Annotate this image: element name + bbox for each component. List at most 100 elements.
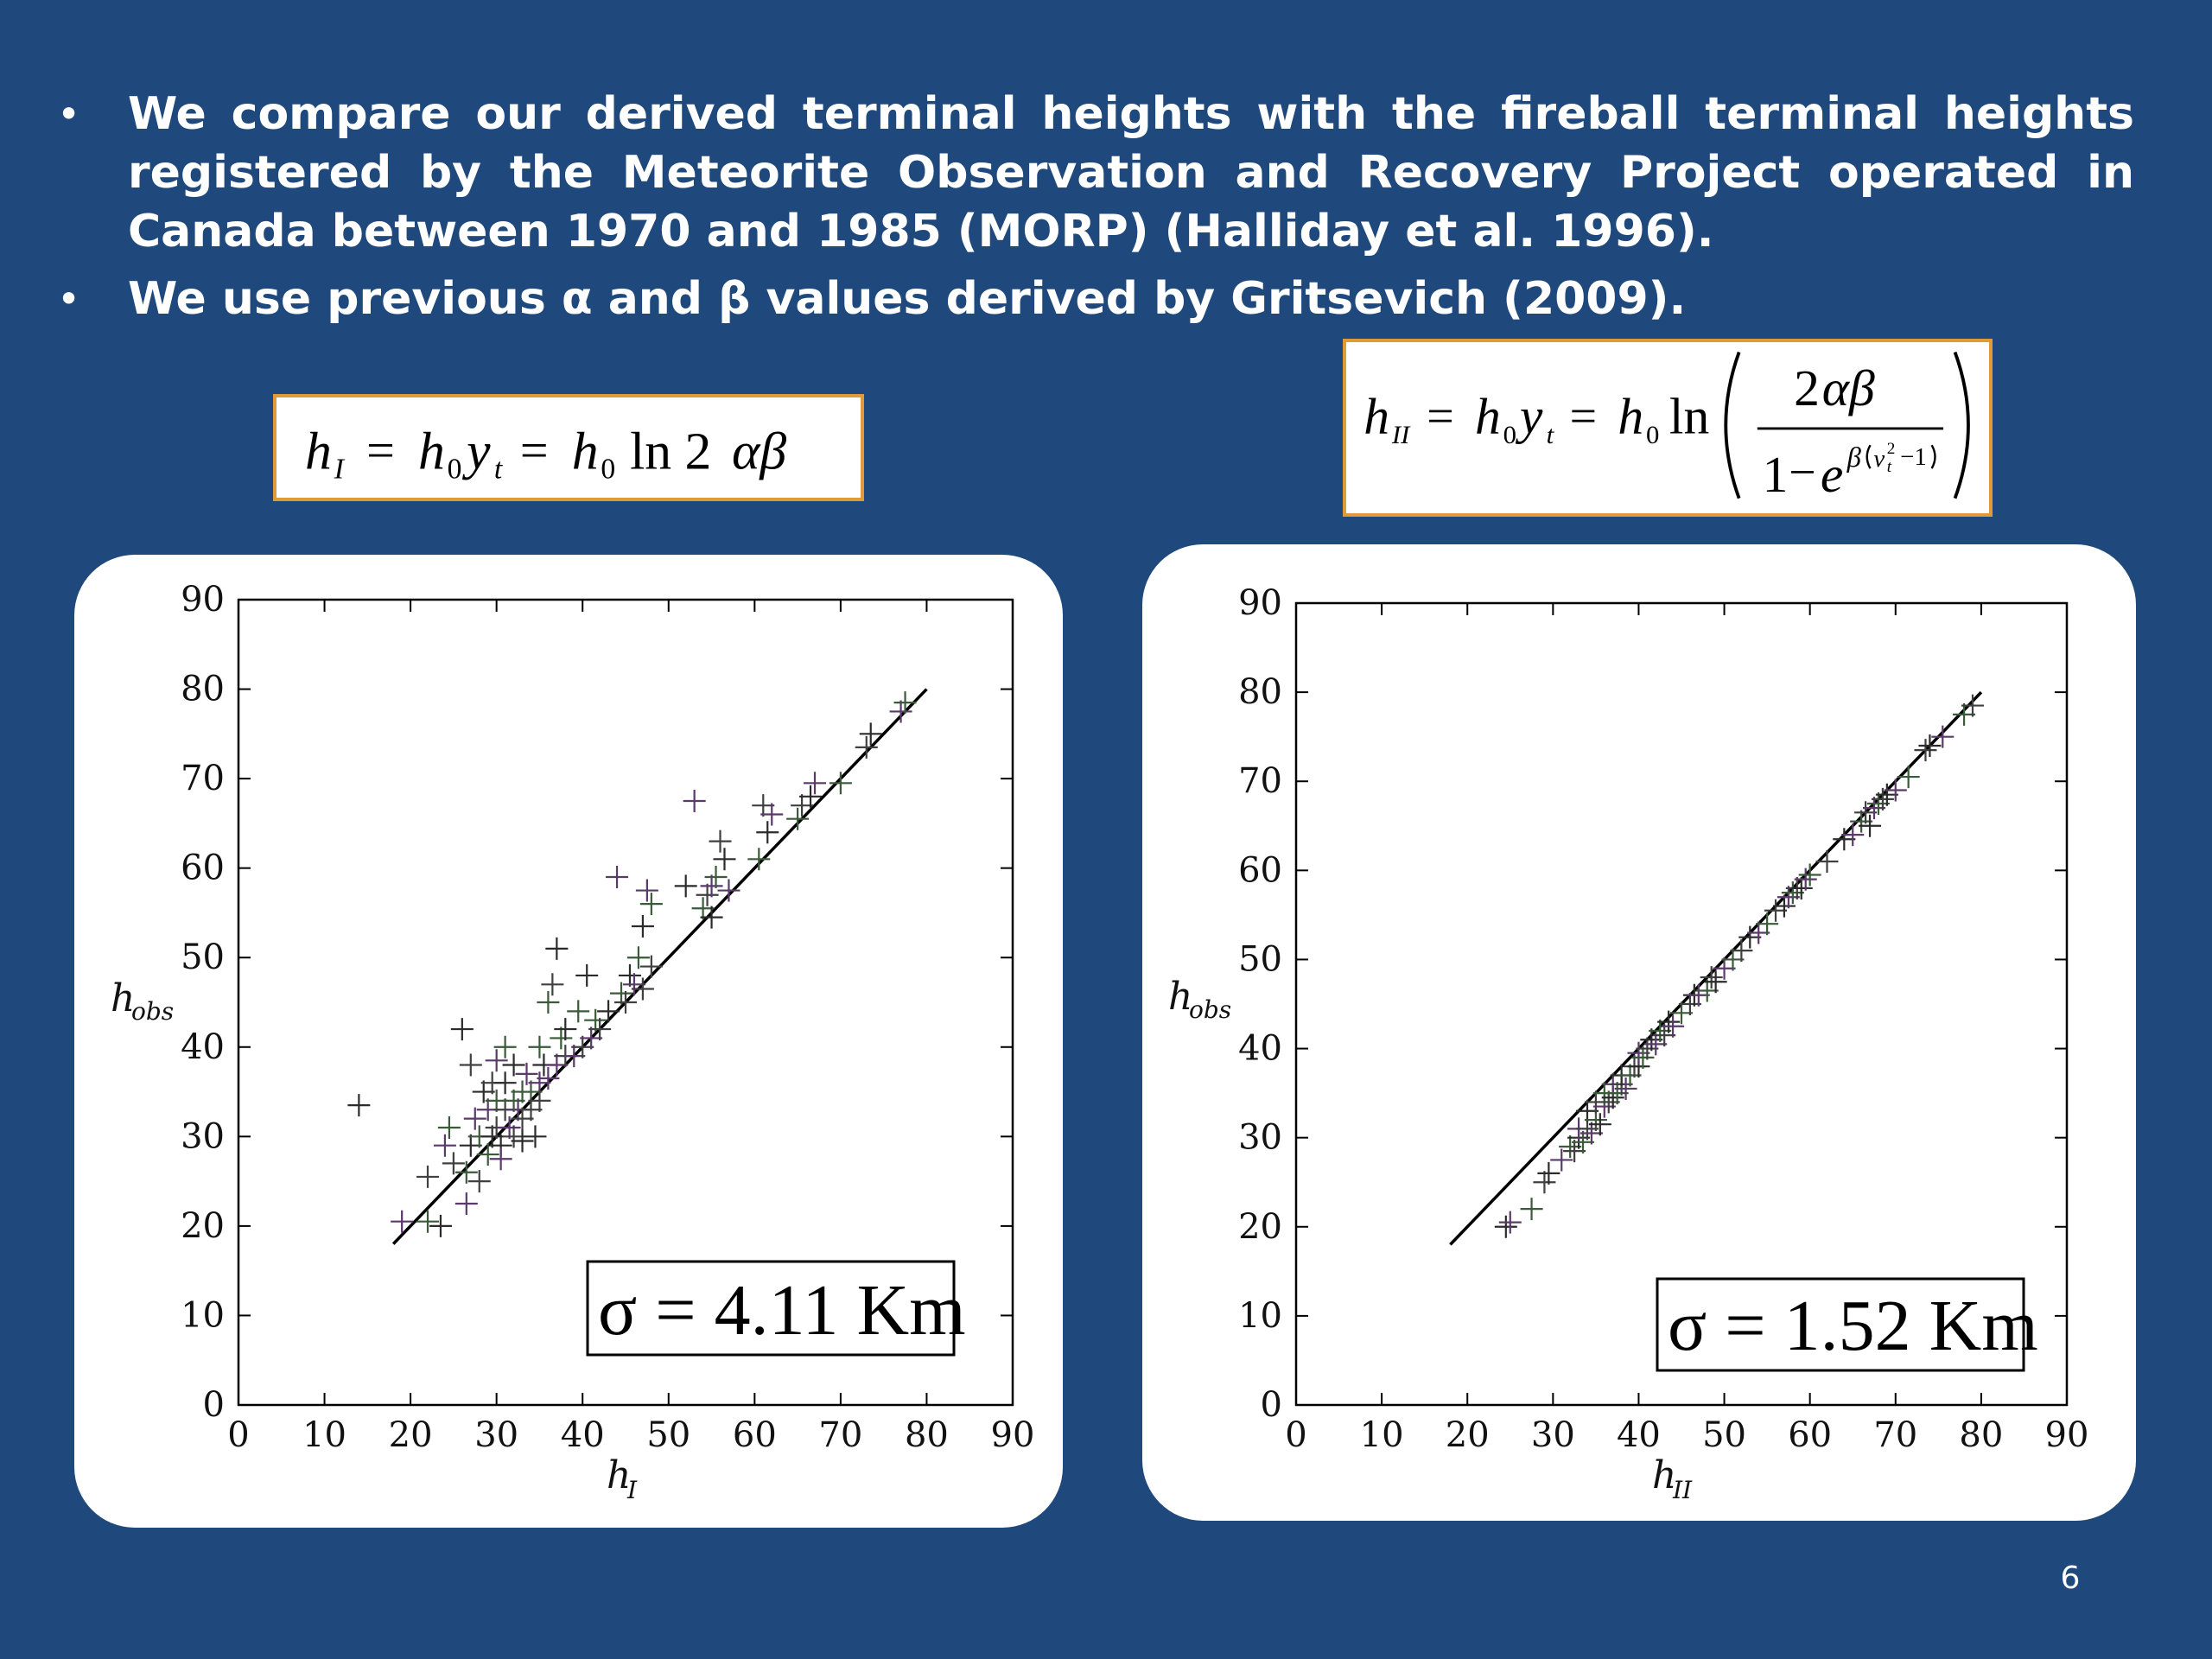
data-point-marker: [1866, 792, 1890, 815]
data-point-marker: [1678, 993, 1701, 1015]
svg-text:h: h: [1475, 388, 1501, 445]
data-point-marker: [760, 803, 784, 826]
data-point-marker: [1850, 810, 1873, 833]
y-tick-label: 70: [1238, 761, 1282, 801]
data-point-marker: [1670, 1001, 1693, 1025]
data-point-marker: [528, 1035, 551, 1058]
data-point-marker: [1700, 966, 1723, 989]
svg-text:I: I: [334, 454, 346, 486]
svg-text:h: h: [1618, 388, 1643, 445]
formula-h-i: h I = h 0 y t = h 0 ln 2 αβ: [273, 394, 864, 501]
y-tick-label: 90: [1238, 583, 1282, 623]
data-point-marker: [454, 1192, 478, 1215]
svg-text:e: e: [1821, 446, 1843, 503]
data-point-marker: [631, 977, 654, 1001]
data-point-marker: [545, 1053, 569, 1077]
bullet-list: • We compare our derived terminal height…: [52, 85, 2134, 337]
data-point-marker: [618, 963, 641, 987]
bullet-symbol: •: [57, 91, 81, 137]
data-point-marker: [502, 1125, 525, 1148]
data-point-marker: [614, 991, 637, 1014]
y-tick-label: 50: [1238, 939, 1282, 979]
data-point-marker: [1695, 979, 1719, 1002]
x-tick-label: 0: [227, 1415, 249, 1455]
x-tick-label: 10: [1360, 1415, 1404, 1455]
data-point-marker: [1747, 921, 1770, 944]
data-point-marker: [1859, 814, 1882, 837]
data-point-marker: [1777, 886, 1800, 909]
data-point-marker: [747, 848, 771, 871]
data-point-marker: [416, 1210, 440, 1233]
data-point-marker: [1884, 779, 1907, 802]
formula-h-i-graphic: h I = h 0 y t = h 0 ln 2 αβ: [305, 422, 786, 486]
data-point-marker: [563, 1045, 586, 1068]
data-point-marker: [1597, 1090, 1620, 1114]
svg-text:y: y: [461, 422, 491, 480]
svg-text:=: =: [520, 422, 549, 478]
data-point-marker: [626, 946, 650, 969]
data-point-marker: [1563, 1140, 1586, 1163]
data-point-marker: [799, 785, 823, 808]
svg-text:2: 2: [1794, 359, 1820, 416]
bullet-item: • We compare our derived terminal height…: [52, 85, 2134, 261]
data-point-marker: [1897, 766, 1920, 789]
data-point-marker: [1649, 1019, 1672, 1042]
y-tick-label: 30: [1238, 1118, 1282, 1158]
y-tick-label: 30: [181, 1116, 225, 1156]
data-point-marker: [622, 973, 645, 996]
data-point-marker: [493, 1035, 517, 1058]
x-tick-label: 70: [1873, 1415, 1917, 1455]
data-point-marker: [1798, 863, 1821, 887]
svg-text:0: 0: [1503, 420, 1516, 449]
data-point-marker: [1640, 1028, 1663, 1052]
data-point-marker: [1614, 1077, 1637, 1100]
y-tick-label: 20: [181, 1206, 225, 1246]
bullet-text: We compare our derived terminal heights …: [128, 88, 2134, 257]
page-number: 6: [2060, 1560, 2081, 1596]
y-tick-label: 0: [203, 1385, 225, 1425]
data-point-marker: [545, 937, 569, 960]
data-point-marker: [437, 1116, 461, 1139]
data-point-marker: [524, 1125, 547, 1148]
data-point-marker: [588, 1018, 612, 1041]
data-point-marker: [1756, 912, 1779, 936]
data-point-marker: [537, 991, 560, 1014]
data-point-marker: [1520, 1198, 1543, 1221]
data-point-marker: [635, 879, 658, 902]
data-point-marker: [889, 700, 912, 723]
svg-text:h: h: [1363, 388, 1389, 445]
data-point-marker: [713, 848, 736, 871]
y-tick-label: 90: [181, 580, 225, 620]
x-tick-label: 30: [474, 1415, 518, 1455]
y-tick-label: 80: [181, 670, 225, 709]
x-tick-label: 50: [646, 1415, 690, 1455]
data-point-marker: [1657, 1010, 1681, 1033]
y-tick-label: 10: [1238, 1296, 1282, 1336]
data-point-marker: [1631, 1046, 1655, 1069]
svg-text:0: 0: [448, 454, 462, 486]
data-point-marker: [700, 874, 723, 898]
svg-text:−: −: [1789, 446, 1815, 499]
data-point-marker: [1789, 876, 1813, 899]
data-point-marker: [1721, 948, 1745, 971]
data-point-marker: [519, 1098, 543, 1122]
svg-text:=: =: [366, 422, 395, 478]
data-point-marker: [1854, 801, 1878, 824]
data-point-marker: [1533, 1171, 1556, 1194]
data-point-marker: [391, 1210, 414, 1233]
svg-text:αβ: αβ: [732, 422, 786, 480]
data-point-marker: [502, 1053, 525, 1077]
x-tick-label: 60: [733, 1415, 777, 1455]
x-tick-label: 20: [389, 1415, 433, 1455]
data-point-marker: [1730, 939, 1753, 963]
data-point-marker: [752, 794, 775, 817]
data-point-marker: [631, 914, 654, 938]
x-axis-label-sub: II: [1672, 1476, 1693, 1504]
data-point-marker: [459, 1053, 482, 1077]
data-point-marker: [467, 1170, 491, 1193]
data-point-marker: [717, 879, 741, 902]
svg-text:0: 0: [601, 454, 615, 486]
data-point-marker: [541, 973, 564, 996]
data-point-marker: [476, 1143, 499, 1166]
y-axis-label-sub: obs: [131, 997, 174, 1026]
